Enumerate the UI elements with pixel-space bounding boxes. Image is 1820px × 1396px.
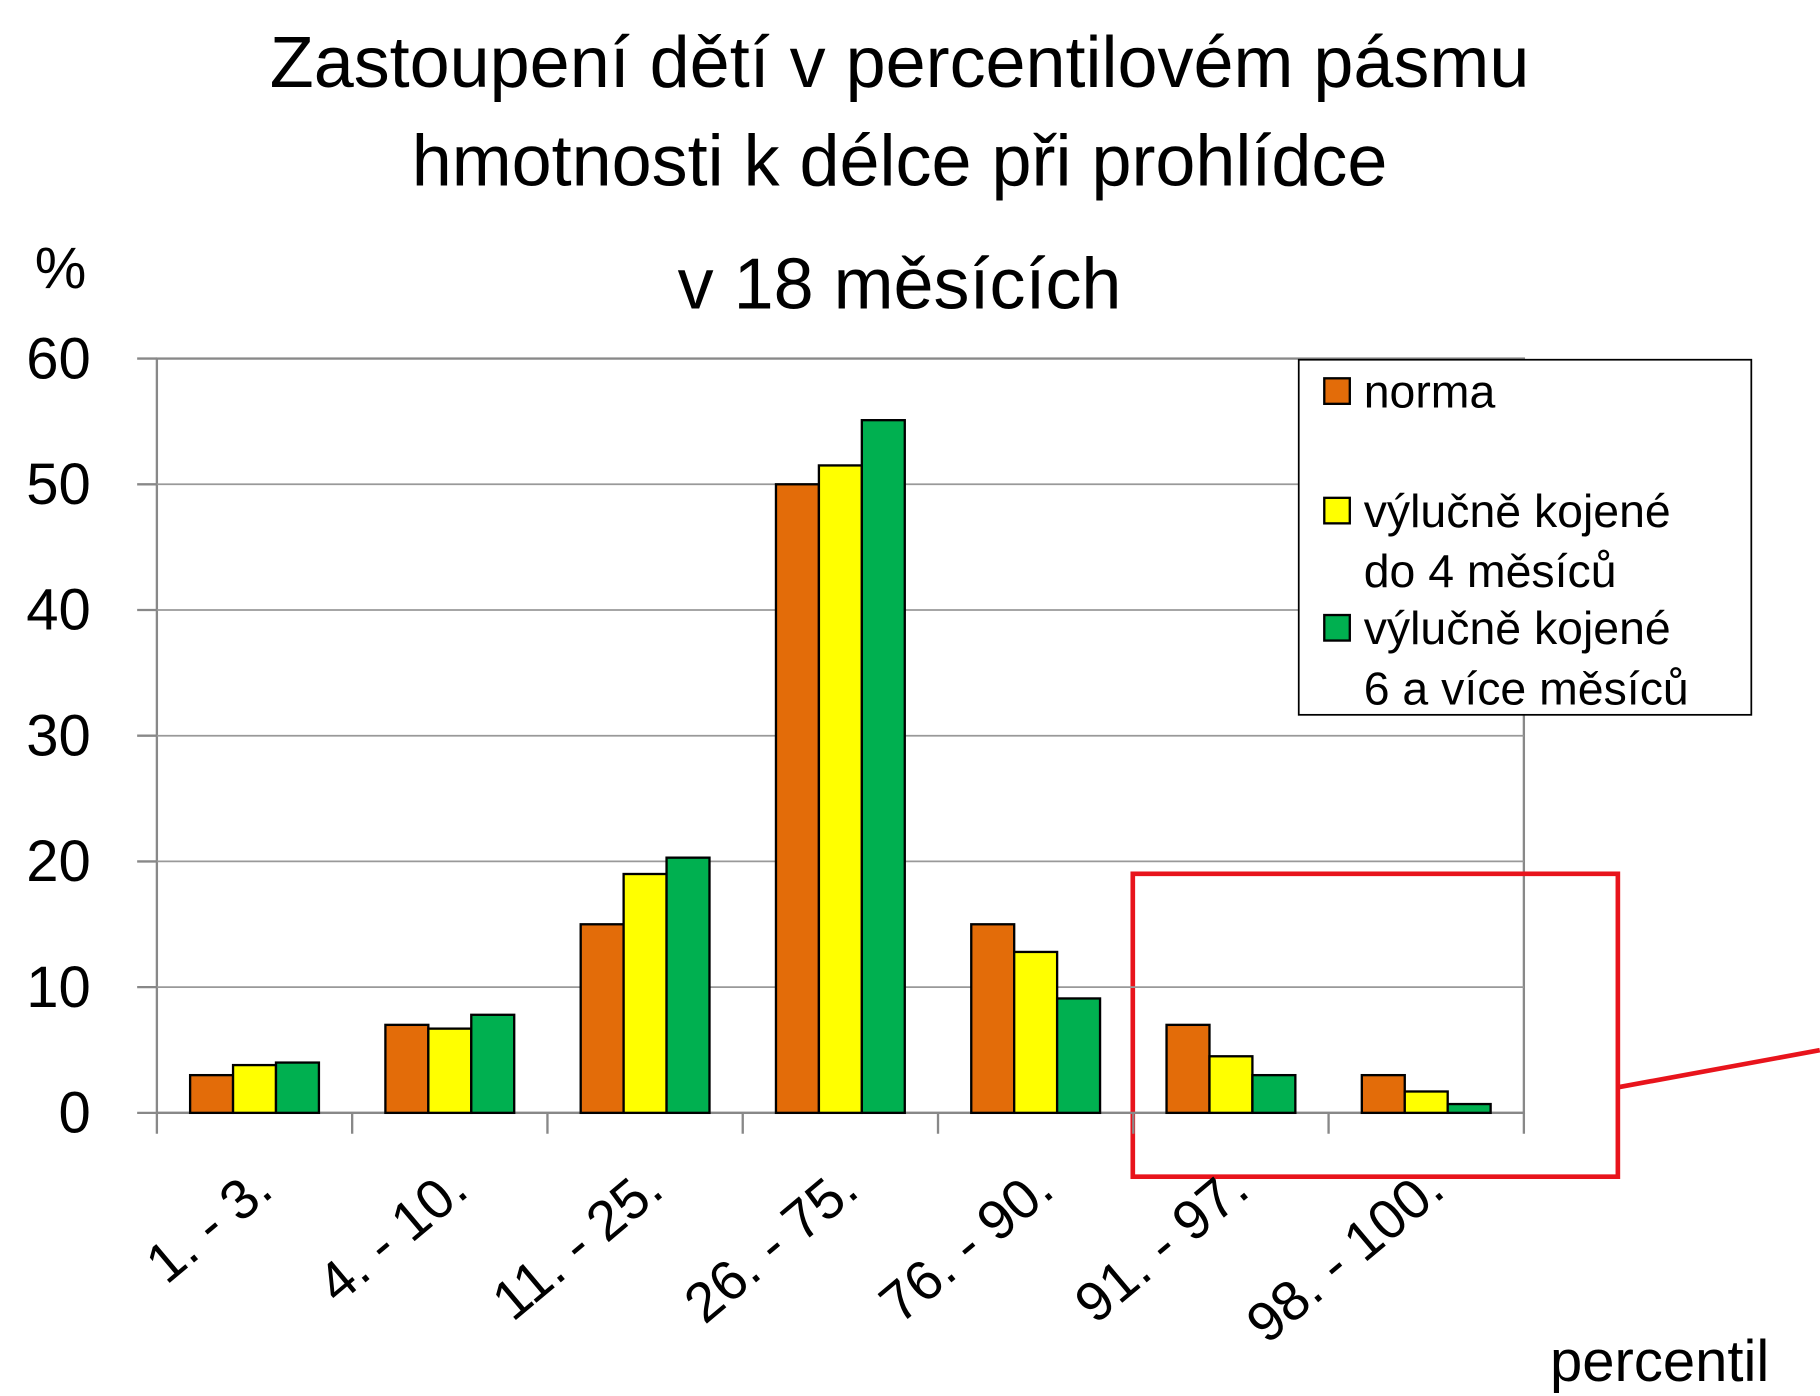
x-tick-label: 1. - 3. xyxy=(134,1156,283,1295)
legend-swatch xyxy=(1323,613,1351,642)
y-tick-label: 40 xyxy=(26,578,91,643)
legend-box xyxy=(1297,358,1753,716)
bar xyxy=(774,483,821,1115)
legend-label: výlučně kojené 6 a více měsíců xyxy=(1364,602,1689,714)
highlight-pointer xyxy=(1617,1047,1820,1090)
legend-label: výlučně kojené do 4 měsíců xyxy=(1364,485,1671,597)
x-tick-label: 98. - 100. xyxy=(1235,1156,1455,1355)
bar xyxy=(860,419,906,1115)
bar xyxy=(231,1063,278,1115)
x-tick-label: 76. - 90. xyxy=(868,1156,1064,1335)
bar xyxy=(470,1013,516,1115)
x-tick-label: 91. - 97. xyxy=(1063,1156,1259,1335)
bar xyxy=(1013,950,1059,1115)
bar xyxy=(1055,997,1102,1115)
legend-swatch xyxy=(1323,377,1351,405)
bar xyxy=(1165,1023,1211,1115)
x-tick-label: 4. - 10. xyxy=(306,1156,479,1315)
chart-title: v 18 měsících xyxy=(678,245,1122,325)
legend-label: norma xyxy=(1364,365,1496,417)
bar xyxy=(622,872,668,1115)
chart-title: Zastoupení dětí v percentilovém pásmu xyxy=(270,23,1530,103)
legend-swatch xyxy=(1323,496,1351,525)
bar xyxy=(1208,1055,1254,1115)
y-tick-label: 10 xyxy=(26,955,91,1020)
x-tick-label: 26. - 75. xyxy=(673,1156,869,1335)
bar xyxy=(274,1061,321,1115)
bar xyxy=(970,923,1016,1115)
y-tick-label: 60 xyxy=(26,326,91,391)
x-tick-label: 11. - 25. xyxy=(480,1156,673,1332)
bar xyxy=(1403,1090,1449,1115)
bar xyxy=(1446,1102,1492,1115)
bar xyxy=(579,923,625,1115)
y-tick-label: 50 xyxy=(26,452,91,517)
y-tick-label: 0 xyxy=(58,1081,90,1146)
bar xyxy=(1251,1073,1297,1115)
bar xyxy=(427,1027,473,1115)
chart-title: hmotnosti k délce při prohlídce xyxy=(412,122,1388,202)
highlight-box xyxy=(1130,871,1621,1179)
bar xyxy=(1360,1073,1406,1115)
x-axis-label: percentil xyxy=(1550,1329,1769,1394)
bar xyxy=(817,464,864,1115)
y-axis-label: % xyxy=(35,236,87,301)
bar xyxy=(384,1023,430,1115)
bar xyxy=(188,1073,235,1115)
y-tick-label: 20 xyxy=(26,829,91,894)
y-tick-label: 30 xyxy=(26,703,91,768)
bar xyxy=(665,856,711,1115)
